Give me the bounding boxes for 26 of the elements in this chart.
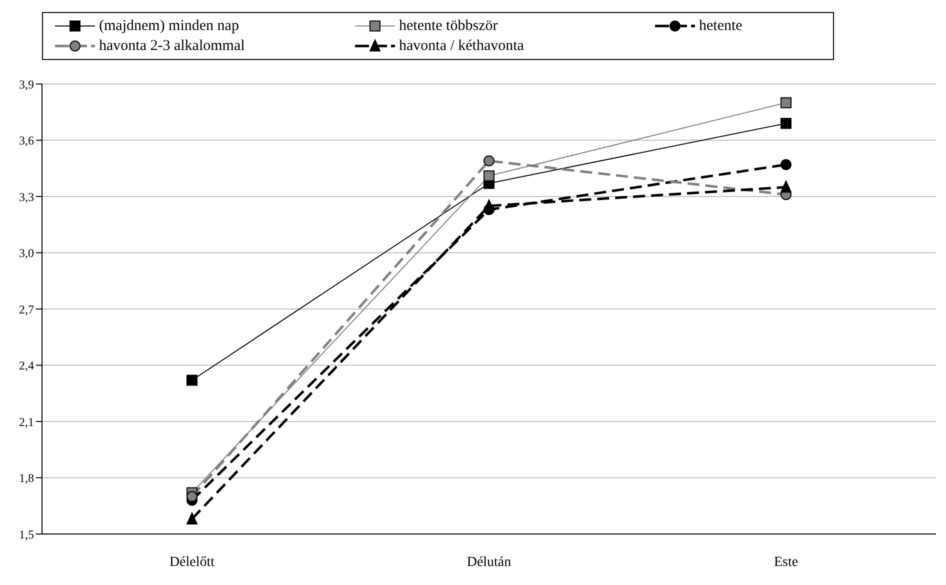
y-tick-label: 3,3: [19, 190, 34, 204]
point: [780, 118, 792, 129]
legend-label: havonta 2-3 alkalommal: [99, 38, 245, 54]
legend-label: hetente többször: [399, 18, 498, 34]
point: [780, 97, 792, 108]
point: [780, 180, 792, 193]
x-tick-label: Délután: [466, 554, 512, 570]
x-tick-label: Délelőtt: [169, 554, 215, 570]
point: [186, 491, 198, 502]
y-tick-label: 1,5: [19, 527, 34, 542]
y-tick-label: 2,4: [19, 358, 34, 373]
y-tick-label: 3,6: [19, 134, 34, 148]
y-tick-label: 2,1: [19, 414, 34, 429]
legend-label: (majdnem) minden nap: [99, 18, 239, 34]
point: [484, 170, 494, 182]
point: [780, 159, 792, 170]
y-tick-label: 2,7: [19, 302, 34, 316]
y-tick-label: 1,8: [19, 471, 34, 486]
point: [186, 374, 198, 386]
point: [186, 512, 198, 524]
legend-label: havonta / kéthavonta: [399, 38, 524, 54]
point: [484, 155, 494, 166]
y-tick-label: 3,0: [19, 246, 34, 260]
x-tick-label: Este: [774, 554, 798, 570]
legend-label: hetente: [699, 18, 742, 34]
y-tick-label: 3,9: [19, 77, 34, 92]
